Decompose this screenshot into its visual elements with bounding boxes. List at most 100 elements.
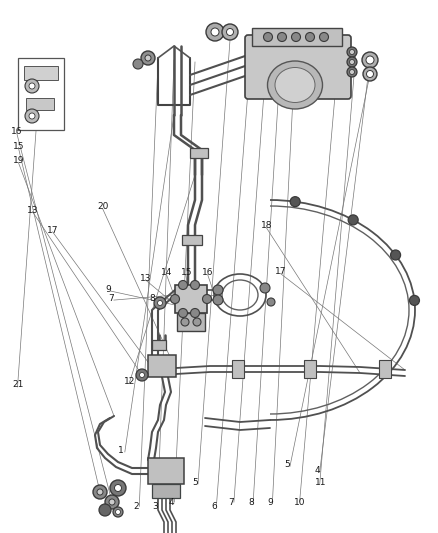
Circle shape xyxy=(367,70,374,77)
Circle shape xyxy=(366,56,374,64)
Circle shape xyxy=(222,24,238,40)
Bar xyxy=(24,66,58,80)
Circle shape xyxy=(347,67,357,77)
Circle shape xyxy=(278,33,286,42)
Circle shape xyxy=(362,52,378,68)
Circle shape xyxy=(292,33,300,42)
Text: 8: 8 xyxy=(248,498,254,506)
Text: 10: 10 xyxy=(294,498,306,506)
Circle shape xyxy=(191,280,199,289)
Circle shape xyxy=(25,109,39,123)
Circle shape xyxy=(109,499,115,505)
Bar xyxy=(175,285,207,313)
Circle shape xyxy=(116,510,120,514)
Circle shape xyxy=(264,33,272,42)
Circle shape xyxy=(213,295,223,305)
Circle shape xyxy=(99,504,111,516)
Text: 7: 7 xyxy=(229,498,234,506)
Circle shape xyxy=(363,67,377,81)
Text: 4: 4 xyxy=(169,498,174,506)
Circle shape xyxy=(139,373,145,377)
Text: 6: 6 xyxy=(211,502,217,511)
Ellipse shape xyxy=(275,68,315,102)
Circle shape xyxy=(206,23,224,41)
Text: 9: 9 xyxy=(267,498,273,506)
Circle shape xyxy=(213,285,223,295)
Text: 20: 20 xyxy=(97,203,109,211)
Circle shape xyxy=(290,197,300,207)
Bar xyxy=(304,360,316,378)
Circle shape xyxy=(93,485,107,499)
Text: 7: 7 xyxy=(109,294,114,303)
Circle shape xyxy=(348,215,358,225)
Bar xyxy=(26,98,54,110)
Circle shape xyxy=(260,283,270,293)
Text: 1: 1 xyxy=(118,446,124,455)
Circle shape xyxy=(29,113,35,119)
Circle shape xyxy=(347,47,357,57)
Text: 13: 13 xyxy=(27,206,39,214)
Text: 16: 16 xyxy=(202,269,214,277)
Circle shape xyxy=(136,369,148,381)
Text: 14: 14 xyxy=(161,269,173,277)
Bar xyxy=(177,313,205,331)
Text: 5: 5 xyxy=(285,461,290,469)
Circle shape xyxy=(191,309,199,318)
Circle shape xyxy=(350,69,354,75)
Text: 15: 15 xyxy=(13,142,25,150)
Circle shape xyxy=(410,295,420,305)
Text: 4: 4 xyxy=(314,466,320,474)
Circle shape xyxy=(193,318,201,326)
Text: 8: 8 xyxy=(150,294,155,303)
Ellipse shape xyxy=(268,61,322,109)
Text: 16: 16 xyxy=(11,127,23,135)
Text: 18: 18 xyxy=(261,222,272,230)
Circle shape xyxy=(154,297,166,309)
Circle shape xyxy=(114,484,121,491)
Text: 17: 17 xyxy=(275,268,286,276)
Text: 5: 5 xyxy=(193,478,198,487)
Circle shape xyxy=(170,295,180,303)
Circle shape xyxy=(113,507,123,517)
Bar xyxy=(182,235,202,245)
Circle shape xyxy=(179,280,187,289)
Bar xyxy=(148,458,184,484)
Bar xyxy=(379,360,391,378)
Circle shape xyxy=(179,309,187,318)
Text: 9: 9 xyxy=(105,285,111,294)
Text: 15: 15 xyxy=(180,269,192,277)
Bar xyxy=(18,58,64,130)
Circle shape xyxy=(305,33,314,42)
Circle shape xyxy=(145,55,151,61)
Bar xyxy=(252,28,342,46)
Text: 21: 21 xyxy=(12,381,24,389)
Text: 11: 11 xyxy=(314,478,326,487)
Text: 13: 13 xyxy=(140,274,152,282)
Text: 12: 12 xyxy=(124,377,135,386)
Text: 17: 17 xyxy=(47,226,59,235)
Circle shape xyxy=(202,295,212,303)
Circle shape xyxy=(391,250,401,260)
Circle shape xyxy=(350,50,354,54)
Circle shape xyxy=(319,33,328,42)
Circle shape xyxy=(97,489,103,495)
Circle shape xyxy=(267,298,275,306)
Bar xyxy=(152,484,180,498)
Circle shape xyxy=(105,495,119,509)
Circle shape xyxy=(110,480,126,496)
FancyBboxPatch shape xyxy=(245,35,351,99)
Bar xyxy=(148,355,176,377)
Circle shape xyxy=(181,318,189,326)
Circle shape xyxy=(211,28,219,36)
Circle shape xyxy=(29,83,35,89)
Circle shape xyxy=(158,301,162,305)
Bar xyxy=(232,360,244,378)
Bar xyxy=(190,148,208,158)
Circle shape xyxy=(350,60,354,64)
Circle shape xyxy=(133,59,143,69)
Circle shape xyxy=(141,51,155,65)
Circle shape xyxy=(347,57,357,67)
Bar xyxy=(152,340,166,350)
Circle shape xyxy=(25,79,39,93)
Text: 3: 3 xyxy=(152,502,158,511)
